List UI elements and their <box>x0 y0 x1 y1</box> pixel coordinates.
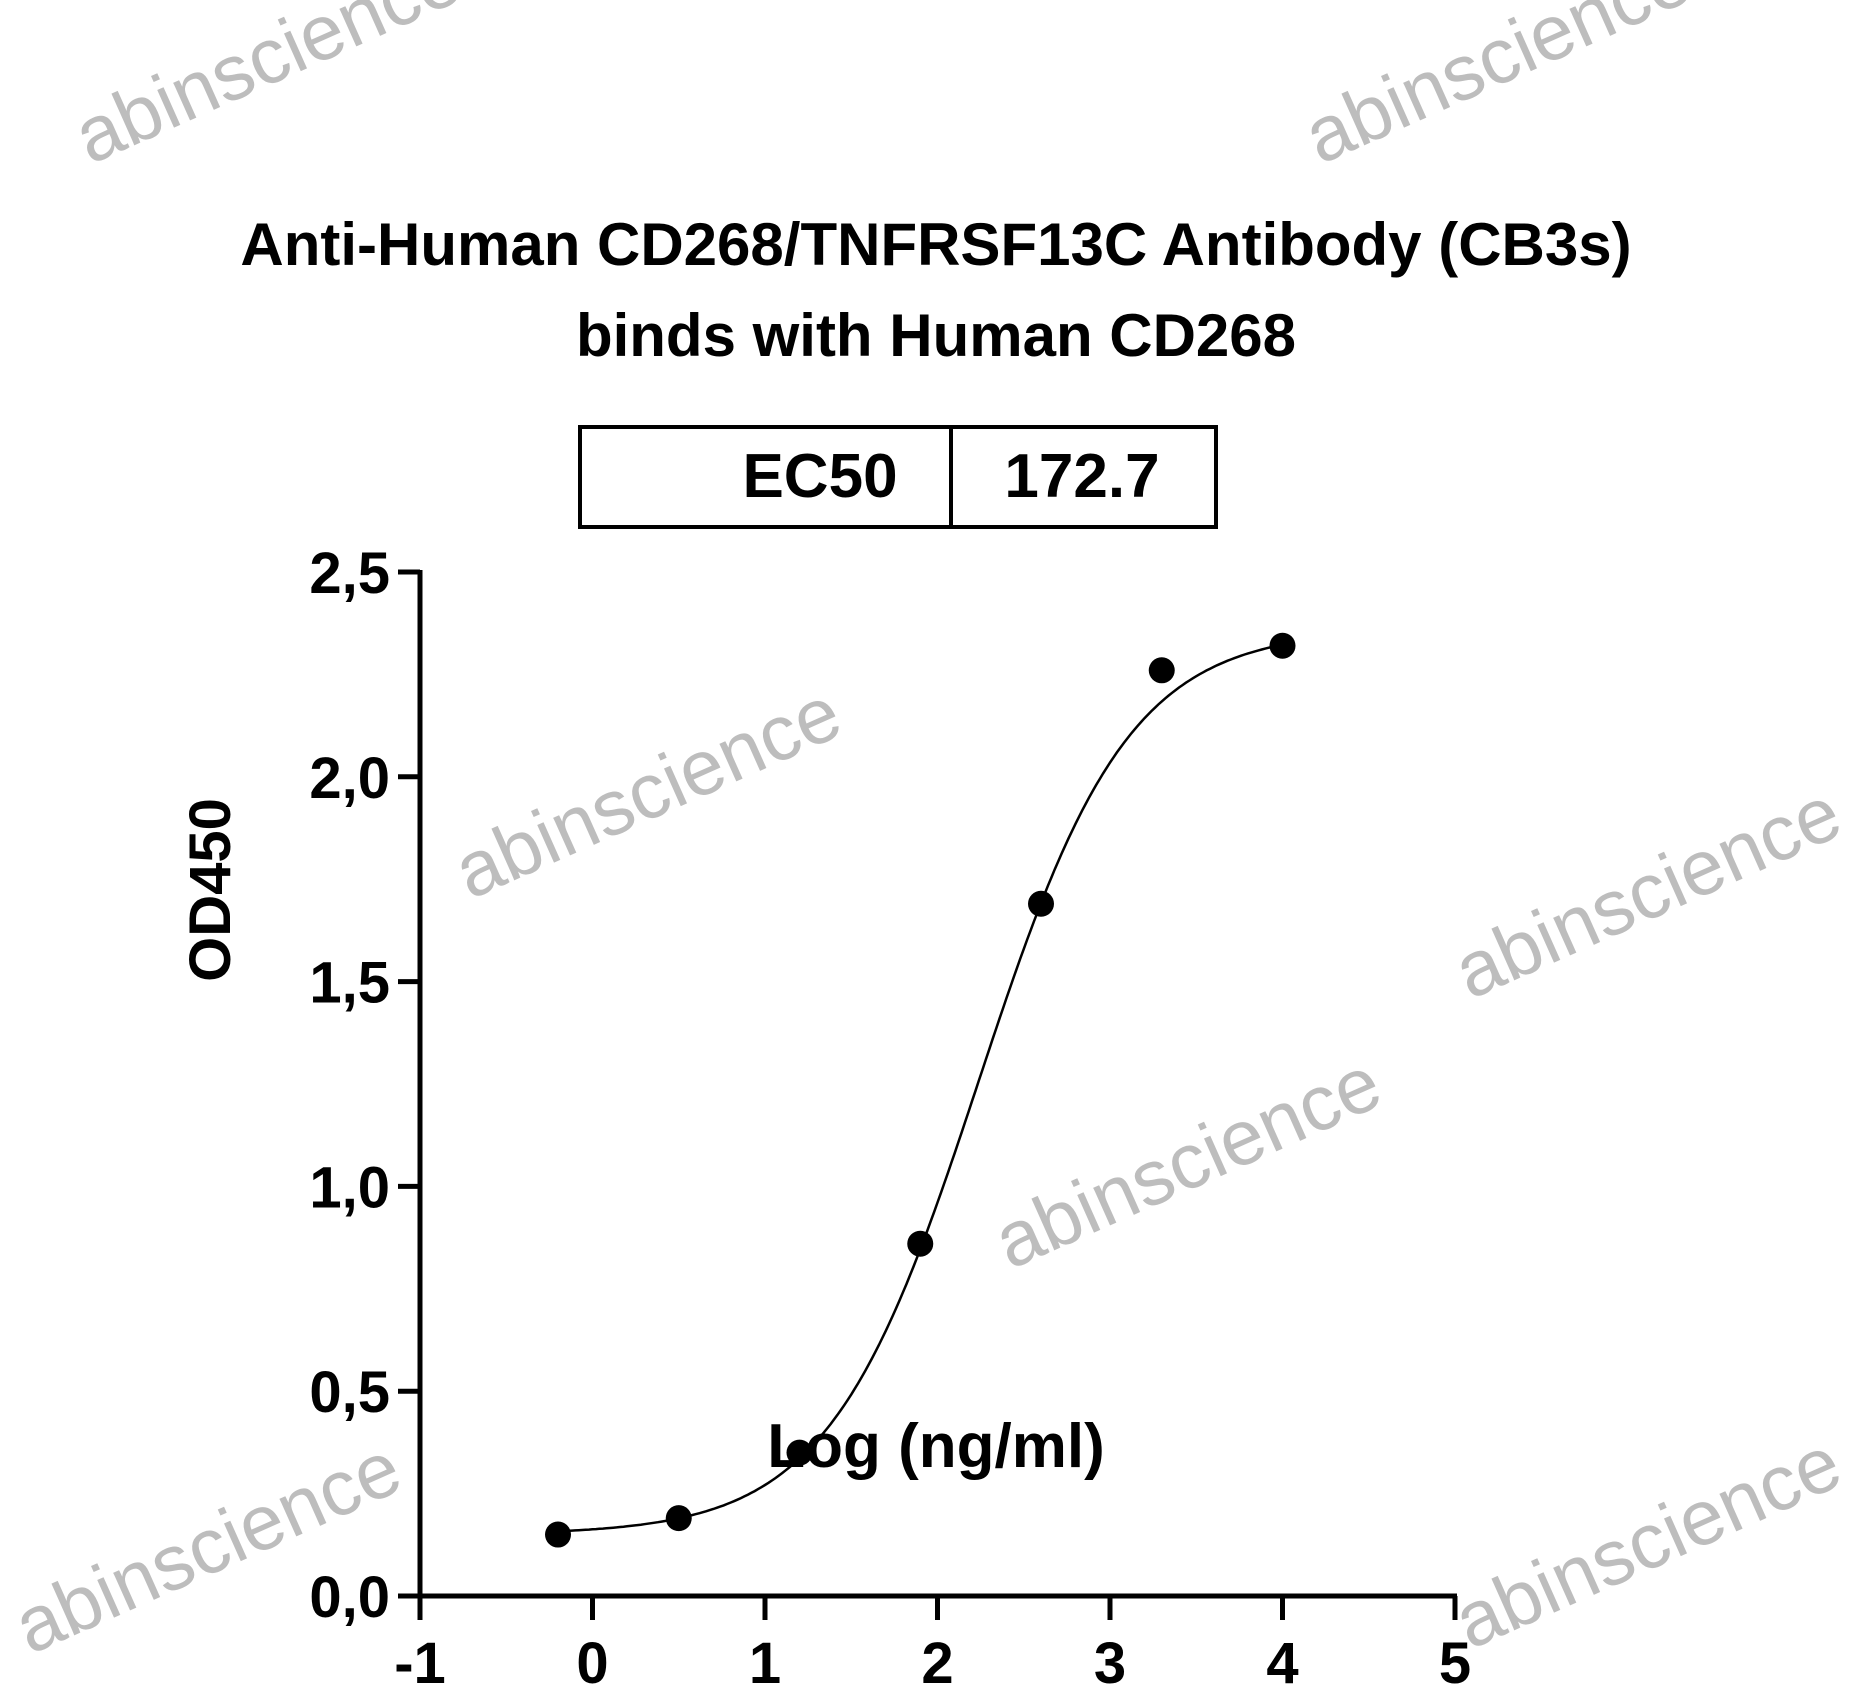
y-tick-label: 2,0 <box>309 746 390 811</box>
watermark-text: abinscience <box>1441 1418 1853 1666</box>
y-tick-label: 0,0 <box>309 1565 390 1630</box>
y-tick-label: 1,0 <box>309 1155 390 1220</box>
ec50-value: 172.7 <box>1004 442 1159 511</box>
x-axis-label: Log (ng/ml) <box>767 1412 1104 1481</box>
ec50-table: EC50 172.7 <box>578 425 1218 529</box>
data-point <box>1269 632 1296 659</box>
watermark-text: abinscience <box>61 0 473 181</box>
x-tick-label: -1 <box>394 1631 446 1688</box>
x-tick-label: 5 <box>1439 1631 1471 1688</box>
y-axis-label: OD450 <box>178 798 243 982</box>
y-tick-label: 0,5 <box>309 1360 390 1425</box>
x-tick-label: 4 <box>1266 1631 1298 1688</box>
x-tick-label: 3 <box>1094 1631 1126 1688</box>
y-tick-label: 2,5 <box>309 541 390 606</box>
y-tick-label: 1,5 <box>309 951 390 1016</box>
x-tick-label: 0 <box>576 1631 608 1688</box>
axes: 0,0 0,5 1,0 1,5 2,0 2,5 -1 0 1 2 3 4 5 <box>309 541 1471 1688</box>
watermark-text: abinscience <box>1 1423 413 1671</box>
x-tick-label: 2 <box>921 1631 953 1688</box>
data-point <box>1148 657 1175 684</box>
x-tick-label: 1 <box>749 1631 781 1688</box>
data-points <box>545 632 1296 1548</box>
watermark-text: abinscience <box>1441 768 1853 1016</box>
data-point <box>545 1521 571 1548</box>
ec50-label: EC50 <box>742 442 897 511</box>
chart-title-line-1: Anti-Human CD268/TNFRSF13C Antibody (CB3… <box>240 211 1631 278</box>
watermark-text: abinscience <box>1291 0 1703 181</box>
watermark-text: abinscience <box>441 668 853 916</box>
chart-title-line-2: binds with Human CD268 <box>576 302 1296 369</box>
data-point <box>786 1439 813 1466</box>
data-point <box>665 1505 692 1532</box>
data-point <box>907 1230 934 1257</box>
watermark-text: abinscience <box>981 1038 1393 1286</box>
data-point <box>1028 890 1054 917</box>
